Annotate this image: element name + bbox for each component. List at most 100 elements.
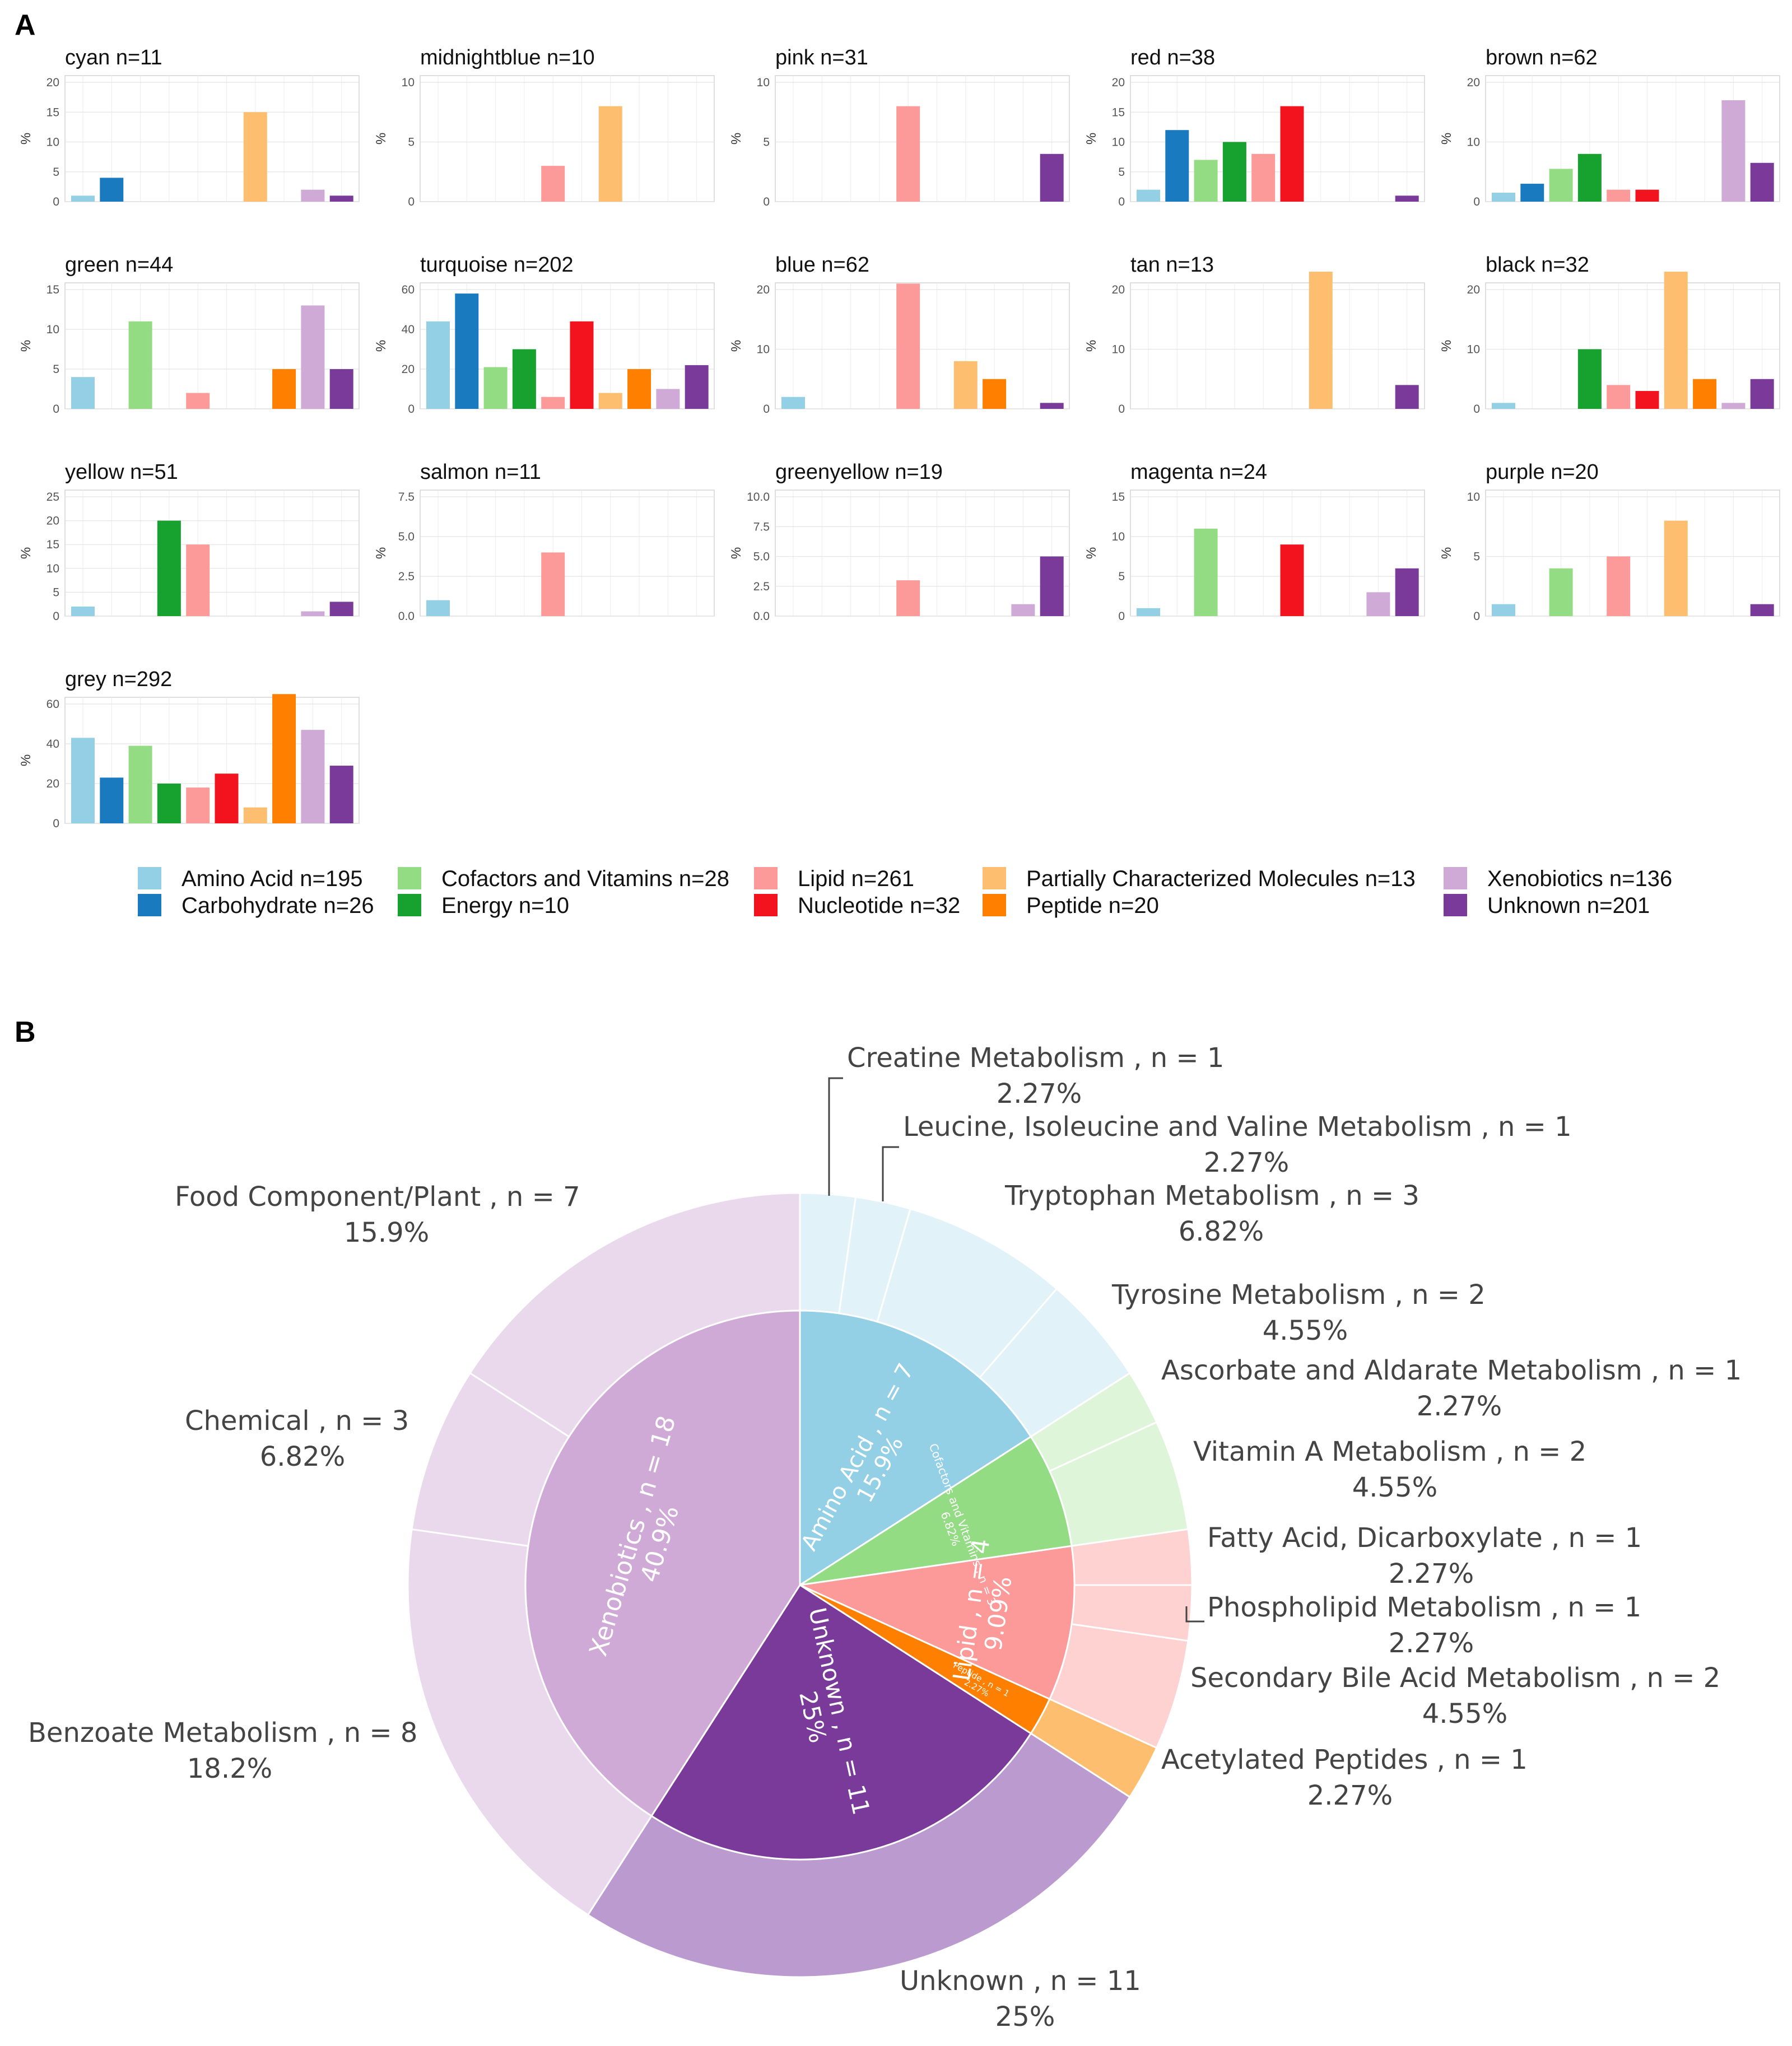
outer-label: Tyrosine Metabolism , n = 2 4.55%	[1111, 1279, 1486, 1346]
y-tick-label: 5	[408, 136, 415, 149]
y-tick-label: 5	[53, 363, 59, 376]
y-tick-label: 5	[763, 136, 770, 149]
y-axis-label: %	[374, 547, 389, 559]
outer-label-name: Unknown , n = 11	[900, 1965, 1141, 1997]
y-axis-label: %	[1084, 340, 1099, 352]
outer-label-pct: 2.27%	[1417, 1391, 1502, 1422]
module-title: greenyellow n=19	[775, 460, 943, 484]
legend-swatch	[1444, 867, 1467, 889]
bar-nucleotide	[1280, 106, 1304, 202]
outer-label-name: Chemical , n = 3	[185, 1405, 409, 1437]
bar-peptide	[272, 369, 296, 409]
small-multiple-turquoise: turquoise n=202 0 20 40 60%	[374, 253, 715, 416]
y-tick-label: 0	[763, 403, 770, 416]
legend-label: Nucleotide n=32	[798, 893, 960, 918]
y-tick-label: 10	[46, 323, 59, 336]
bar-nucleotide	[215, 773, 239, 823]
module-title: green n=44	[65, 253, 173, 277]
y-tick-label: 0	[408, 195, 415, 208]
legend-label: Lipid n=261	[798, 866, 914, 891]
bar-cofactors-and-vitamins	[128, 321, 152, 409]
bar-amino-acid	[71, 606, 95, 616]
outer-label: Tryptophan Metabolism , n = 3 6.82%	[1004, 1180, 1419, 1247]
outer-label-name: Vitamin A Metabolism , n = 2	[1193, 1436, 1586, 1467]
outer-label-pct: 18.2%	[187, 1753, 272, 1784]
legend-label: Energy n=10	[441, 893, 569, 918]
y-tick-label: 2.5	[753, 580, 770, 593]
bar-partially-characterized-molecules	[598, 393, 622, 409]
y-tick-label: 10	[1467, 136, 1480, 149]
bar-peptide	[272, 694, 296, 823]
module-title: midnightblue n=10	[420, 46, 595, 69]
bar-unknown	[1040, 153, 1064, 202]
y-tick-label: 0	[53, 195, 59, 208]
y-tick-label: 15	[46, 106, 59, 119]
y-tick-label: 0	[408, 403, 415, 416]
y-tick-label: 2.5	[398, 570, 415, 583]
small-multiple-tan: tan n=13 0 10 20%	[1084, 253, 1425, 416]
outer-label-pct: 6.82%	[1179, 1216, 1264, 1247]
bar-partially-characterized-molecules	[598, 106, 622, 202]
plot-area	[64, 490, 360, 617]
y-tick-label: 10	[46, 136, 59, 149]
plot-area	[775, 490, 1070, 617]
plot-area	[420, 75, 715, 202]
bar-energy	[1577, 153, 1602, 202]
small-multiple-salmon: salmon n=11 0.0 2.5 5.0 7.5%	[374, 460, 715, 623]
outer-label-name: Fatty Acid, Dicarboxylate , n = 1	[1207, 1522, 1642, 1554]
module-title: grey n=292	[65, 668, 172, 691]
bar-xenobiotics	[301, 611, 325, 616]
y-tick-label: 40	[46, 738, 59, 751]
outer-label-pct: 25%	[995, 2001, 1055, 2033]
outer-label: Leucine, Isoleucine and Valine Metabolis…	[882, 1111, 1572, 1201]
legend-swatch	[754, 867, 778, 889]
y-tick-label: 0	[53, 610, 59, 623]
y-tick-label: 7.5	[398, 491, 415, 504]
bar-xenobiotics	[1721, 100, 1746, 202]
legend-label: Unknown n=201	[1487, 893, 1650, 918]
outer-label: Phospholipid Metabolism , n = 1 2.27%	[1185, 1592, 1641, 1659]
bar-amino-acid	[71, 195, 95, 202]
outer-label: Ascorbate and Aldarate Metabolism , n = …	[1161, 1355, 1742, 1422]
y-tick-label: 0	[763, 195, 770, 208]
bar-unknown	[329, 369, 353, 409]
y-tick-label: 5	[53, 166, 59, 179]
bar-nucleotide	[570, 321, 594, 409]
outer-label: Secondary Bile Acid Metabolism , n = 2 4.…	[1190, 1662, 1720, 1730]
module-title: tan n=13	[1130, 253, 1214, 277]
small-multiple-black: black n=32 0 10 20%	[1439, 253, 1780, 416]
y-axis-label: %	[1084, 133, 1099, 145]
plot-area	[1485, 490, 1780, 617]
bar-nucleotide	[1635, 391, 1659, 409]
outer-label-name: Food Component/Plant , n = 7	[175, 1181, 580, 1213]
y-tick-label: 5.0	[398, 530, 415, 543]
y-tick-label: 15	[1112, 491, 1125, 504]
bar-partially-characterized-molecules	[1309, 272, 1333, 409]
y-tick-label: 20	[1112, 76, 1125, 89]
legend-swatch	[398, 894, 421, 916]
bar-unknown	[1395, 568, 1419, 616]
module-title: salmon n=11	[420, 460, 541, 484]
y-tick-label: 20	[402, 363, 415, 376]
panel-a-small-multiples: cyan n=11 0 5 10 15 20% midnightblue n=10 0 5 10%…	[18, 46, 1780, 830]
bar-carbohydrate	[1520, 184, 1544, 202]
module-title: red n=38	[1130, 46, 1215, 69]
bar-partially-characterized-molecules	[243, 112, 267, 202]
outer-label-pct: 4.55%	[1263, 1315, 1348, 1346]
legend-swatch	[398, 867, 421, 889]
small-multiple-blue: blue n=62 0 10 20%	[729, 253, 1070, 416]
legend-swatch	[754, 894, 778, 916]
y-axis-label: %	[1439, 547, 1454, 559]
bar-lipid	[541, 397, 565, 409]
y-tick-label: 0.0	[398, 610, 415, 623]
plot-area	[775, 75, 1070, 202]
y-axis-label: %	[729, 340, 744, 352]
outer-label: Acetylated Peptides , n = 1 2.27%	[1161, 1744, 1528, 1811]
panel-a-letter: A	[15, 9, 36, 41]
small-multiple-grey: grey n=292 0 20 40 60%	[18, 668, 360, 830]
bar-partially-characterized-molecules	[1664, 520, 1688, 616]
outer-label-name: Benzoate Metabolism , n = 8	[28, 1717, 417, 1749]
leader-line	[828, 1077, 843, 1196]
